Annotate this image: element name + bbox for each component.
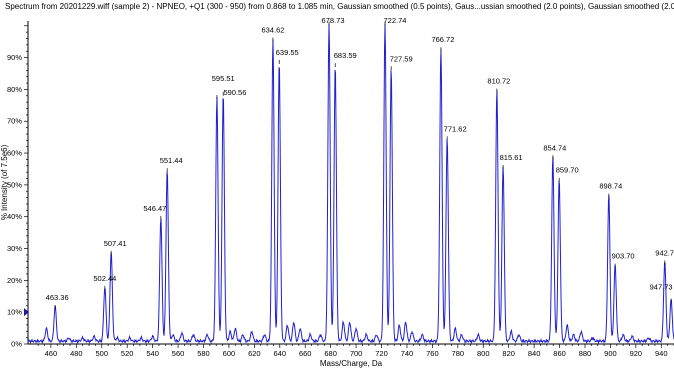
x-tick-label: 800: [477, 349, 490, 358]
x-tick-label: 680: [324, 349, 337, 358]
peak-label: 639.55: [276, 48, 299, 57]
y-axis-label: % Intensity (of 7.5e6): [0, 144, 9, 220]
chart-axes: [27, 21, 674, 345]
spectrum-trace: [27, 23, 674, 345]
x-tick-label: 940: [655, 349, 668, 358]
y-tick-label: 70%: [7, 117, 22, 126]
x-tick-label: 580: [197, 349, 210, 358]
x-tick-label: 560: [172, 349, 185, 358]
x-tick-label: 660: [299, 349, 312, 358]
peak-label: 903.70: [612, 252, 635, 261]
x-tick-label: 780: [452, 349, 465, 358]
peak-label: 727.59: [390, 54, 413, 63]
peak-label: 463.36: [46, 293, 69, 302]
x-tick-label: 540: [146, 349, 159, 358]
y-tick-label: 0%: [11, 340, 22, 349]
peak-label: 766.72: [431, 35, 454, 44]
arrow-marker-icon: [24, 308, 29, 317]
peak-label: 678.73: [322, 16, 345, 25]
peak-label: 595.51: [212, 74, 235, 83]
x-tick-label: 860: [553, 349, 566, 358]
peak-label: 590.56: [223, 88, 246, 97]
peak-label: 947.73: [650, 283, 673, 292]
x-tick-label: 520: [121, 349, 134, 358]
y-tick-label: 30%: [7, 244, 22, 253]
x-tick-label: 920: [630, 349, 643, 358]
x-tick-label: 700: [350, 349, 363, 358]
y-tick-label: 80%: [7, 85, 22, 94]
peak-label: 683.59: [334, 51, 357, 60]
peak-label: 859.70: [556, 166, 579, 175]
x-tick-label: 460: [45, 349, 58, 358]
y-tick-label: 10%: [7, 308, 22, 317]
x-tick-label: 480: [70, 349, 83, 358]
x-tick-label: 840: [528, 349, 541, 358]
x-tick-label: 600: [223, 349, 236, 358]
x-tick-label: 620: [248, 349, 261, 358]
peak-label: 634.62: [261, 26, 284, 35]
y-tick-label: 50%: [7, 180, 22, 189]
peak-label: 815.61: [500, 153, 523, 162]
peak-label: 898.74: [599, 182, 622, 191]
peak-label: 810.72: [487, 77, 510, 86]
x-tick-label: 820: [502, 349, 515, 358]
y-tick-label: 40%: [7, 212, 22, 221]
peak-label: 942.75: [655, 248, 674, 257]
peak-label: 507.41: [104, 239, 127, 248]
peak-label: 854.74: [543, 143, 566, 152]
x-tick-label: 740: [401, 349, 414, 358]
y-tick-label: 20%: [7, 276, 22, 285]
axis-ticks: 460 480 500 520 540 560 580 600 620 640 660 680 700 7…: [7, 25, 674, 358]
x-tick-label: 640: [274, 349, 287, 358]
peak-labels: 463.36 502.44 507.41 546.47 551.44 595.51 590.…: [46, 16, 674, 309]
peak-label: 502.44: [93, 274, 116, 283]
peak-label: 722.74: [384, 16, 407, 25]
x-tick-label: 500: [95, 349, 108, 358]
y-tick-label: 90%: [7, 53, 22, 62]
x-tick-label: 720: [375, 349, 388, 358]
x-tick-label: 900: [604, 349, 617, 358]
peak-label: 551.44: [160, 156, 183, 165]
x-tick-label: 880: [579, 349, 592, 358]
chart-title: Spectrum from 20201229.wiff (sample 2) -…: [5, 2, 674, 11]
peak-label: 771.62: [444, 124, 467, 133]
y-tick-label: 60%: [7, 149, 22, 158]
x-axis-label: Mass/Charge, Da: [320, 359, 383, 368]
peak-label: 546.47: [143, 204, 166, 213]
x-tick-label: 760: [426, 349, 439, 358]
